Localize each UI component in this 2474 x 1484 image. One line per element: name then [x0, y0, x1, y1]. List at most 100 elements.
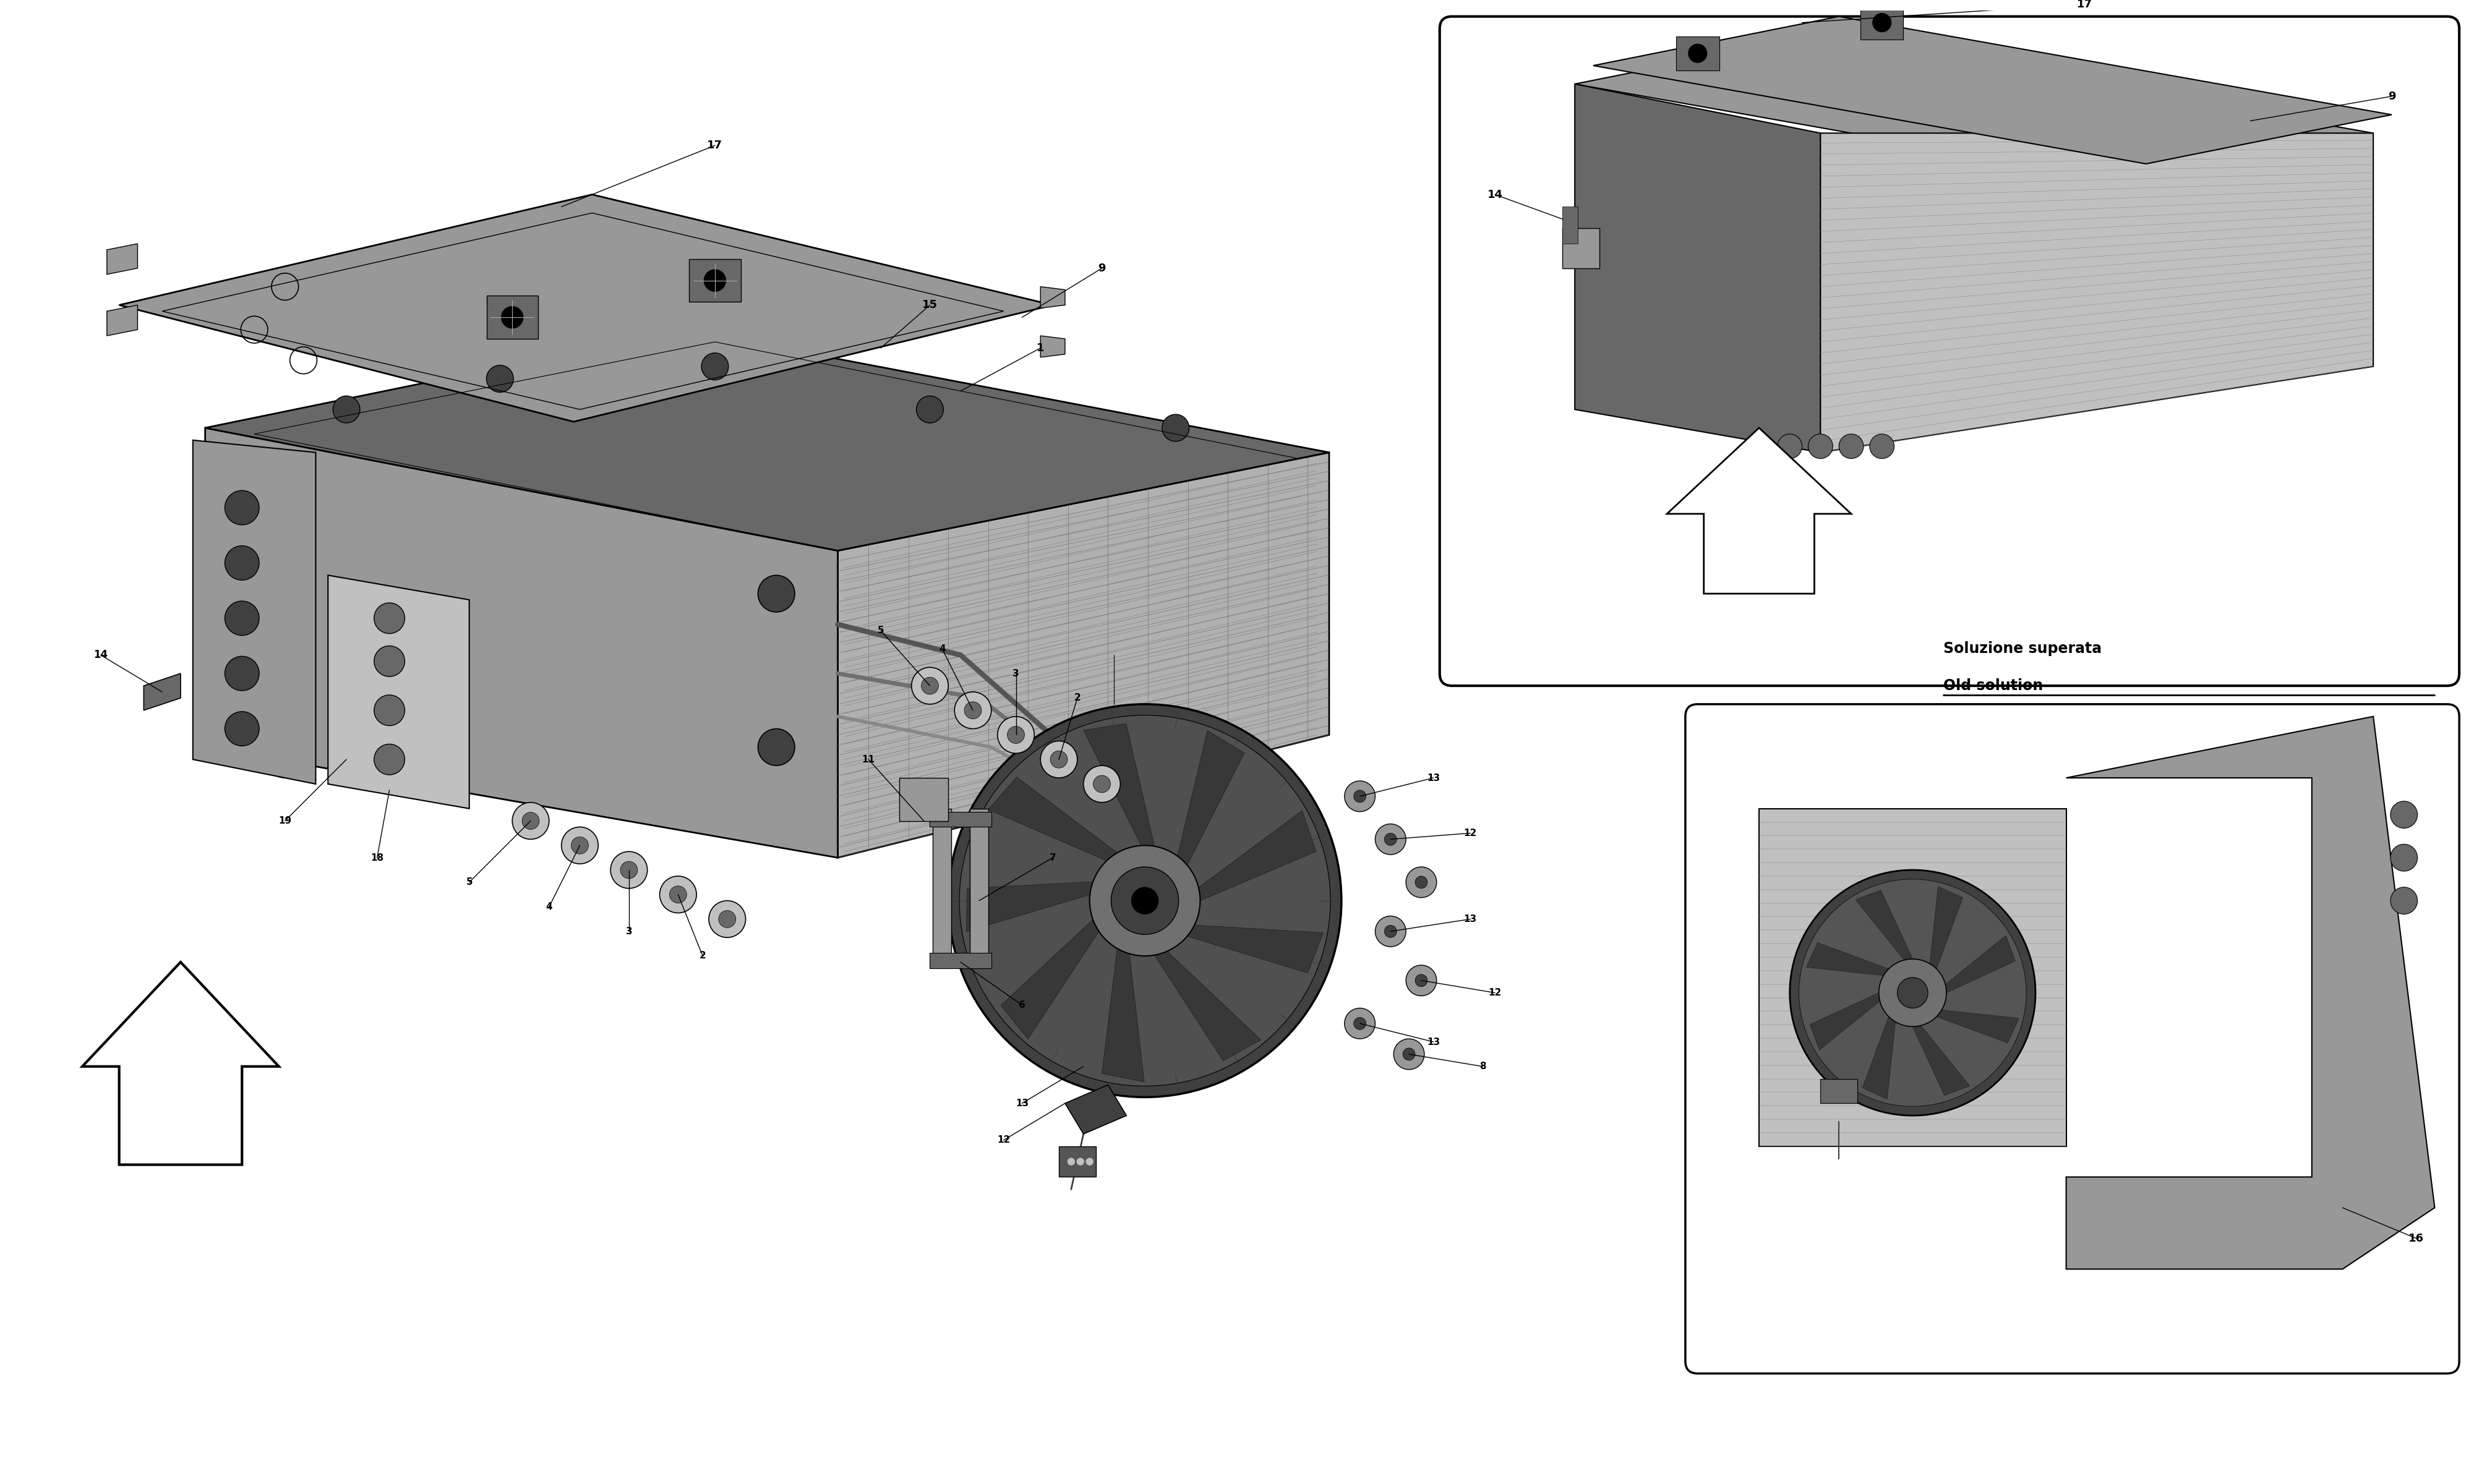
Circle shape [1799, 879, 2026, 1107]
Circle shape [1687, 45, 1707, 62]
Circle shape [703, 353, 727, 380]
FancyBboxPatch shape [1440, 16, 2459, 686]
Circle shape [757, 576, 794, 611]
Bar [1860, 6, 1903, 40]
Polygon shape [1188, 925, 1324, 974]
Polygon shape [329, 576, 470, 809]
Circle shape [225, 601, 260, 635]
Polygon shape [1593, 16, 2392, 163]
Circle shape [225, 546, 260, 580]
Polygon shape [1178, 730, 1244, 865]
FancyBboxPatch shape [1685, 705, 2459, 1374]
Polygon shape [193, 441, 317, 784]
Bar [1059, 1146, 1096, 1177]
Polygon shape [1084, 724, 1155, 846]
Polygon shape [1811, 993, 1880, 1049]
Bar [690, 260, 740, 301]
Circle shape [948, 705, 1341, 1097]
Circle shape [502, 306, 524, 328]
Circle shape [225, 491, 260, 525]
Bar [930, 953, 992, 968]
Bar [930, 812, 992, 827]
Circle shape [2390, 844, 2417, 871]
Circle shape [374, 743, 406, 775]
Circle shape [1163, 414, 1190, 441]
Polygon shape [1155, 951, 1262, 1061]
Circle shape [757, 729, 794, 766]
Circle shape [1405, 965, 1437, 996]
Circle shape [1403, 1048, 1415, 1061]
Text: 12: 12 [1465, 828, 1477, 838]
Polygon shape [1042, 335, 1064, 358]
Polygon shape [1912, 1025, 1969, 1095]
Bar [1564, 229, 1598, 269]
Polygon shape [967, 881, 1094, 932]
Circle shape [267, 453, 304, 490]
Text: Old solution: Old solution [1942, 678, 2044, 693]
Text: 11: 11 [861, 755, 876, 764]
Text: 9: 9 [2387, 91, 2395, 102]
Circle shape [1747, 433, 1771, 459]
Circle shape [997, 717, 1034, 754]
Circle shape [267, 741, 304, 778]
Polygon shape [106, 243, 139, 275]
Text: 13: 13 [1427, 1037, 1440, 1046]
Text: 3: 3 [626, 926, 633, 936]
Circle shape [512, 803, 549, 840]
Circle shape [661, 876, 698, 913]
Polygon shape [987, 778, 1118, 861]
Circle shape [1007, 726, 1024, 743]
Polygon shape [1856, 890, 1912, 960]
Circle shape [955, 692, 992, 729]
Text: 4: 4 [940, 644, 945, 653]
Circle shape [1094, 776, 1111, 792]
Polygon shape [1863, 1017, 1895, 1100]
Polygon shape [839, 453, 1329, 858]
Circle shape [1898, 978, 1927, 1008]
Circle shape [1353, 789, 1366, 803]
Text: 9: 9 [1098, 263, 1106, 273]
Polygon shape [1930, 886, 1962, 969]
Text: 17: 17 [708, 139, 722, 151]
Polygon shape [844, 459, 1316, 852]
Circle shape [374, 646, 406, 677]
Circle shape [1776, 433, 1801, 459]
Text: 14: 14 [94, 650, 109, 660]
Circle shape [267, 605, 304, 643]
Circle shape [1353, 1018, 1366, 1030]
Circle shape [1873, 13, 1890, 31]
Circle shape [1415, 876, 1427, 889]
Circle shape [1789, 870, 2036, 1116]
Circle shape [621, 861, 638, 879]
Circle shape [487, 365, 515, 392]
Polygon shape [1002, 920, 1098, 1039]
Circle shape [705, 270, 725, 291]
Text: 15: 15 [923, 300, 938, 310]
Circle shape [334, 396, 359, 423]
Circle shape [965, 702, 982, 718]
Text: 13: 13 [1014, 1098, 1029, 1109]
Bar [1564, 206, 1578, 243]
Text: 8: 8 [1479, 1063, 1487, 1071]
Circle shape [670, 886, 688, 904]
Polygon shape [2066, 717, 2434, 1269]
Circle shape [1385, 925, 1398, 938]
Polygon shape [1042, 286, 1064, 309]
Circle shape [960, 715, 1331, 1086]
Text: 2: 2 [1074, 693, 1081, 703]
Bar [1759, 809, 2066, 1146]
Circle shape [1415, 975, 1427, 987]
Polygon shape [1821, 134, 2373, 453]
Text: 4: 4 [547, 902, 552, 911]
Polygon shape [205, 329, 1329, 551]
Circle shape [1385, 833, 1398, 846]
Circle shape [374, 603, 406, 634]
Polygon shape [143, 674, 181, 711]
Circle shape [1878, 959, 1947, 1027]
Polygon shape [205, 427, 839, 858]
Circle shape [225, 656, 260, 690]
Text: 12: 12 [997, 1135, 1009, 1144]
Circle shape [920, 677, 938, 695]
Bar [1677, 37, 1719, 71]
Circle shape [708, 901, 745, 938]
